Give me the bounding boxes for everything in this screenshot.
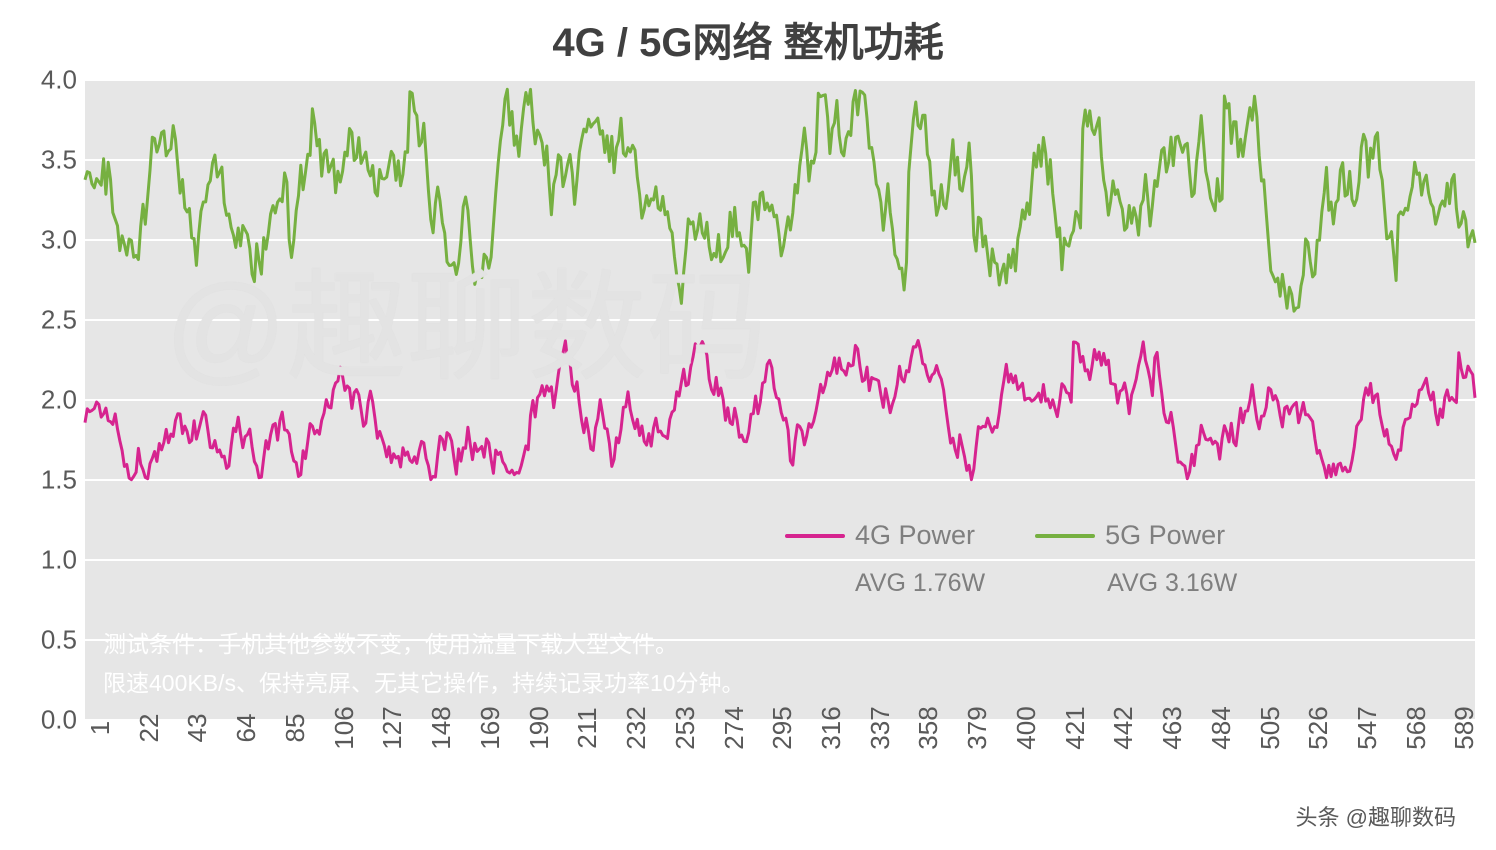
xtick-label: 22 [134,714,165,743]
ytick-label: 1.0 [41,545,77,576]
xtick-label: 85 [280,714,311,743]
series-line [85,89,1475,311]
ytick-label: 2.5 [41,305,77,336]
xtick-label: 526 [1303,706,1334,749]
avg-4g: AVG 1.76W [855,569,985,598]
xtick-label: 463 [1157,706,1188,749]
series-line [85,341,1475,480]
xtick-label: 127 [377,706,408,749]
xtick-label: 148 [426,706,457,749]
xtick-label: 64 [231,714,262,743]
xtick-label: 400 [1011,706,1042,749]
legend-row: 4G Power 5G Power [785,520,1237,551]
plot-area: @趣聊数码 4G Power 5G Power AVG 1.76W AVG 3.… [85,80,1475,720]
xtick-label: 232 [621,706,652,749]
xtick-label: 169 [475,706,506,749]
ytick-label: 1.5 [41,465,77,496]
xtick-label: 274 [719,706,750,749]
xtick-label: 442 [1108,706,1139,749]
xtick-label: 379 [962,706,993,749]
avg-row: AVG 1.76W AVG 3.16W [785,569,1237,598]
xtick-label: 421 [1060,706,1091,749]
xtick-label: 589 [1449,706,1480,749]
xtick-label: 295 [767,706,798,749]
ytick-label: 0.0 [41,705,77,736]
xtick-label: 547 [1352,706,1383,749]
legend-label-4g: 4G Power [855,520,975,551]
ytick-label: 3.5 [41,145,77,176]
xtick-label: 358 [913,706,944,749]
legend-swatch-5g [1035,534,1095,538]
xtick-label: 484 [1206,706,1237,749]
legend-label-5g: 5G Power [1105,520,1225,551]
cond-line-2: 限速400KB/s、保持亮屏、无其它操作，持续记录功率10分钟。 [103,664,745,703]
cond-line-1: 测试条件：手机其他参数不变，使用流量下载大型文件。 [103,625,745,664]
chart-container: 4G / 5G网络 整机功耗 @趣聊数码 4G Power 5G Power A… [0,0,1496,850]
xtick-label: 43 [182,714,213,743]
legend-entry-4g: 4G Power [785,520,975,551]
ytick-label: 2.0 [41,385,77,416]
ytick-label: 4.0 [41,65,77,96]
test-conditions: 测试条件：手机其他参数不变，使用流量下载大型文件。 限速400KB/s、保持亮屏… [103,625,745,703]
legend: 4G Power 5G Power AVG 1.76W AVG 3.16W [785,520,1237,598]
xtick-label: 505 [1255,706,1286,749]
legend-swatch-4g [785,534,845,538]
xtick-label: 190 [524,706,555,749]
xtick-label: 253 [670,706,701,749]
xtick-label: 316 [816,706,847,749]
ytick-label: 0.5 [41,625,77,656]
ytick-label: 3.0 [41,225,77,256]
xtick-label: 568 [1401,706,1432,749]
attribution: 头条 @趣聊数码 [1296,800,1456,832]
plot-svg [85,80,1475,720]
legend-entry-5g: 5G Power [1035,520,1225,551]
xtick-label: 106 [329,706,360,749]
xtick-label: 1 [85,721,116,735]
xtick-label: 337 [865,706,896,749]
avg-5g: AVG 3.16W [1107,569,1237,598]
chart-title: 4G / 5G网络 整机功耗 [0,10,1496,68]
xtick-label: 211 [572,707,603,748]
